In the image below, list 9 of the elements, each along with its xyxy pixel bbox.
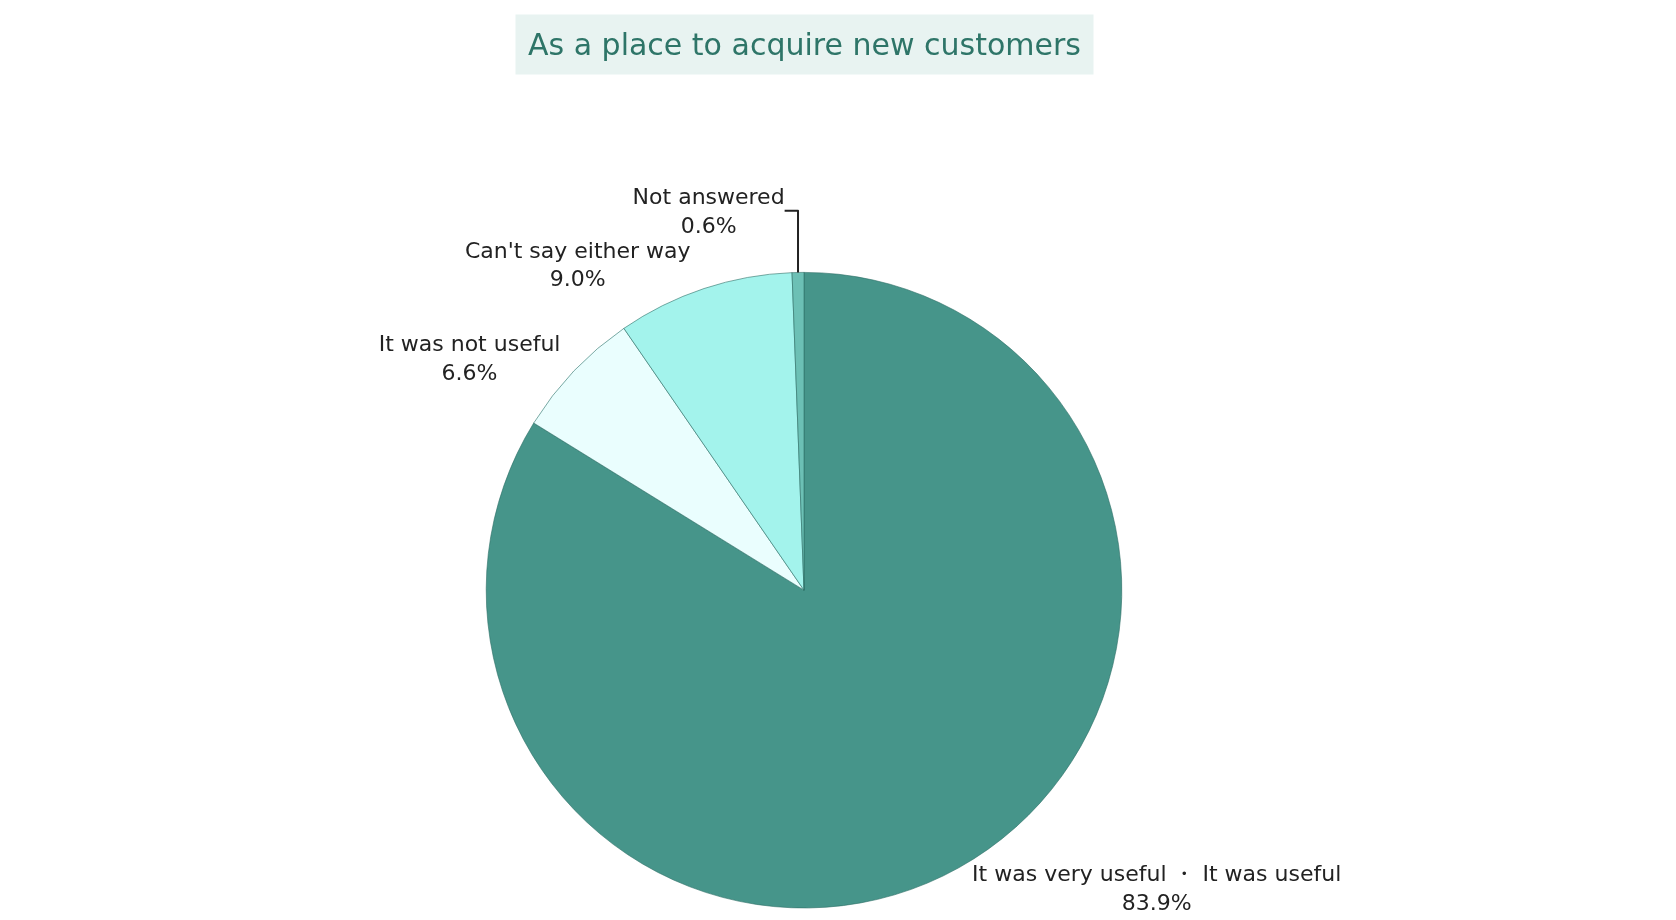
data-label: 83.9%: [1121, 890, 1192, 916]
data-label: 6.6%: [441, 360, 498, 386]
slice-label: It was very useful ・ It was useful: [972, 861, 1342, 887]
chart-title: As a place to acquire new customers: [528, 27, 1081, 62]
slice-label: It was not useful: [378, 331, 561, 357]
slice-label: Can't say either way: [464, 237, 691, 263]
data-label: 9.0%: [549, 266, 606, 292]
data-label: 0.6%: [680, 212, 737, 238]
slice-label: Not answered: [632, 184, 785, 209]
